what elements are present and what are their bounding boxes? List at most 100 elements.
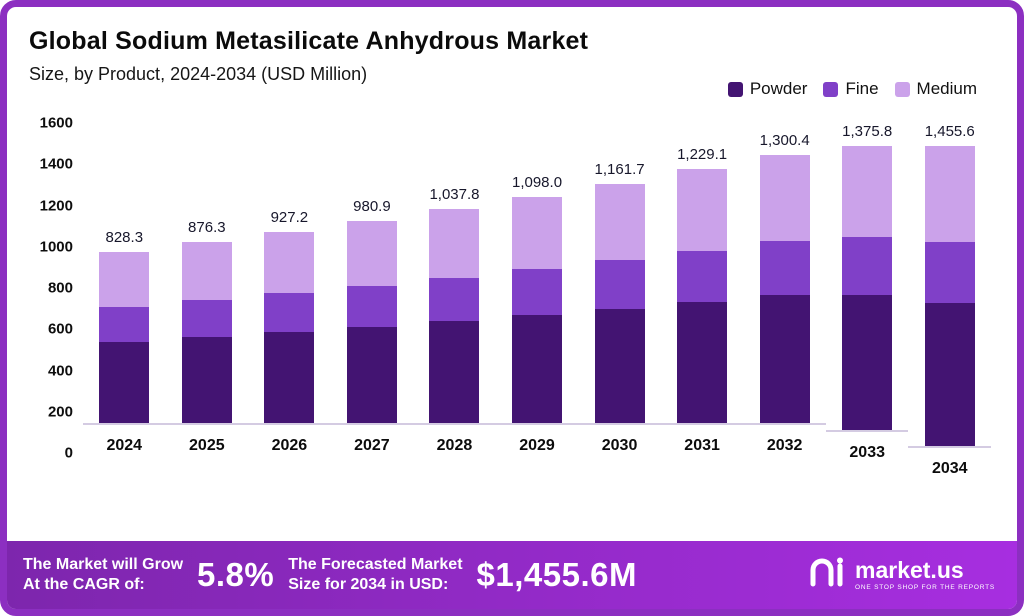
stack-zone: 980.9 (330, 123, 414, 425)
bar-total-label: 1,098.0 (511, 173, 563, 191)
chart-legend: Powder Fine Medium (727, 79, 977, 99)
bar-segment-fine (842, 237, 893, 295)
bar-segment-powder (677, 302, 728, 423)
footer-banner: The Market will Grow At the CAGR of: 5.8%… (7, 541, 1017, 609)
bar-segment-powder (429, 321, 480, 423)
bars-wrap: 828.3 2024 876.3 2025 927.2 2026 980.9 2027 1,03… (83, 123, 992, 477)
y-tick-label: 1000 (39, 238, 73, 256)
bar-stack (181, 242, 232, 423)
bar-total-label: 1,375.8 (842, 123, 893, 140)
stack-zone: 876.3 (165, 123, 249, 425)
y-tick-label: 800 (47, 279, 73, 297)
bar-stack (842, 146, 893, 430)
chart-subtitle: Size, by Product, 2024-2034 (USD Million… (29, 64, 368, 84)
bar-segment-fine (99, 307, 150, 342)
brand-tagline: ONE STOP SHOP FOR THE REPORTS (855, 583, 995, 591)
bar-segment-medium (512, 196, 562, 270)
y-axis: 0 200 400 600 800 1000 1200 1400 1600 (29, 115, 83, 462)
bar-total-label: 927.2 (270, 208, 309, 226)
y-tick-label: 0 (64, 444, 73, 462)
bar-column-2027: 980.9 2027 (330, 123, 414, 455)
marketus-logo-icon (807, 556, 847, 595)
stack-zone: 927.2 (248, 123, 331, 425)
bar-stack (677, 169, 728, 423)
stack-zone: 1,229.1 (660, 123, 744, 425)
bar-segment-powder (759, 295, 810, 423)
bar-total-label: 1,037.8 (429, 185, 480, 203)
legend-label: Medium (916, 79, 977, 98)
bar-segment-powder (842, 294, 893, 430)
bar-segment-powder (594, 309, 645, 423)
bar-segment-fine (429, 277, 480, 322)
bar-total-label: 1,300.4 (759, 131, 810, 149)
x-tick-label: 2032 (766, 437, 803, 454)
brand-text: market.us ONE STOP SHOP FOR THE REPORTS (855, 558, 995, 592)
bar-total-label: 828.3 (105, 229, 144, 247)
stack-zone: 1,375.8 (825, 123, 909, 432)
bar-segment-powder (346, 326, 397, 423)
bar-column-2029: 1,098.0 2029 (495, 123, 579, 455)
stack-zone: 1,037.8 (413, 123, 496, 425)
bar-segment-medium (677, 169, 728, 251)
legend-label: Fine (845, 79, 879, 98)
bar-segment-fine (759, 240, 810, 296)
bar-segment-powder (264, 332, 315, 423)
bar-segment-medium (594, 183, 645, 261)
bar-column-2031: 1,229.1 2031 (660, 123, 744, 455)
stack-zone: 1,300.4 (743, 123, 826, 425)
bar-stack (429, 208, 480, 423)
bar-total-label: 876.3 (188, 219, 226, 237)
bar-total-label: 1,455.6 (924, 123, 975, 140)
bar-segment-medium (99, 252, 150, 308)
bar-column-2034: 1,455.6 2034 (908, 123, 992, 477)
bar-segment-medium (759, 154, 810, 241)
chart-title: Global Sodium Metasilicate Anhydrous Mar… (29, 27, 589, 55)
bar-column-2028: 1,037.8 2028 (413, 123, 496, 455)
bar-total-label: 1,229.1 (677, 146, 728, 164)
x-tick-label: 2030 (601, 437, 638, 454)
x-tick-label: 2029 (519, 437, 555, 454)
plot-area: 0 200 400 600 800 1000 1200 1400 1600 828.3 2024 8… (29, 115, 992, 477)
x-tick-label: 2026 (271, 437, 308, 454)
chart-section: Global Sodium Metasilicate Anhydrous Mar… (7, 7, 1017, 541)
bar-total-label: 1,161.7 (594, 160, 645, 178)
bar-segment-powder (181, 337, 232, 423)
bar-segment-medium (264, 231, 315, 294)
bar-total-label: 980.9 (353, 197, 391, 215)
x-tick-label: 2028 (436, 437, 473, 454)
stack-zone: 1,098.0 (495, 123, 579, 425)
bar-segment-medium (429, 208, 480, 278)
bars-area: 828.3 2024 876.3 2025 927.2 2026 980.9 2027 1,03… (83, 123, 992, 477)
bar-segment-powder (924, 303, 975, 447)
y-tick-label: 1600 (39, 114, 73, 132)
x-tick-label: 2031 (684, 437, 720, 454)
forecast-label: The Forecasted Market Size for 2034 in US… (288, 556, 463, 593)
bar-stack (924, 146, 975, 447)
bar-column-2030: 1,161.7 2030 (578, 123, 661, 455)
y-tick-label: 1400 (39, 155, 73, 173)
legend-swatch-fine (823, 81, 839, 97)
cagr-value: 5.8% (197, 556, 275, 593)
x-tick-label: 2033 (849, 443, 885, 461)
bar-segment-fine (264, 293, 315, 332)
x-tick-label: 2024 (106, 437, 143, 454)
bar-column-2025: 876.3 2025 (165, 123, 249, 455)
cagr-label: The Market will Grow At the CAGR of: (23, 556, 184, 593)
x-tick-label: 2025 (189, 437, 225, 454)
bar-stack (512, 196, 562, 423)
bar-segment-medium (346, 220, 397, 286)
forecast-value: $1,455.6M (476, 556, 637, 593)
stack-zone: 828.3 (83, 123, 166, 425)
bar-segment-fine (346, 285, 397, 327)
bar-segment-fine (924, 242, 975, 304)
bar-stack (594, 183, 645, 423)
legend-swatch-powder (727, 81, 743, 97)
bar-segment-medium (924, 146, 975, 243)
legend-label: Powder (749, 79, 808, 98)
legend-item-fine: Fine (823, 79, 879, 99)
bar-segment-fine (181, 300, 232, 337)
bar-stack (99, 252, 150, 423)
bar-column-2033: 1,375.8 2033 (825, 123, 909, 461)
stack-zone: 1,161.7 (578, 123, 661, 425)
